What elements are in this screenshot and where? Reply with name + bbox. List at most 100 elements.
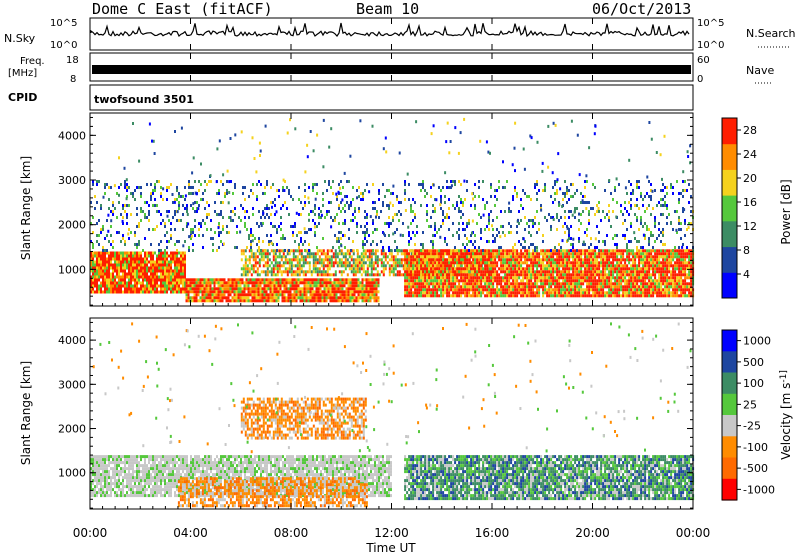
echo-cell	[265, 281, 268, 285]
echo-cell	[500, 252, 503, 256]
echo-cell	[538, 288, 541, 292]
echo-cell	[674, 270, 677, 274]
echo-cell	[285, 299, 288, 303]
echo-cell	[142, 263, 144, 267]
echo-cell	[620, 249, 623, 253]
echo-cell	[293, 293, 296, 297]
echo-cell	[608, 282, 611, 286]
echo-cell	[542, 294, 545, 298]
echo-cell	[472, 270, 475, 274]
echo-cell	[178, 192, 180, 195]
echo-cell	[339, 278, 342, 282]
echo-cell	[334, 219, 336, 222]
echo-cell	[349, 284, 352, 288]
echo-cell	[213, 284, 216, 288]
echo-cell	[325, 287, 328, 291]
echo-cell	[500, 288, 503, 292]
echo-cell	[612, 249, 615, 253]
echo-cell	[371, 290, 374, 294]
echo-cell	[524, 291, 527, 295]
echo-cell	[390, 258, 393, 262]
nsky-label: N.Sky	[4, 32, 36, 45]
echo-cell	[670, 258, 673, 262]
echo-cell	[378, 258, 381, 262]
echo-cell	[146, 272, 148, 276]
echo-cell	[197, 284, 200, 288]
echo-cell	[132, 272, 134, 276]
echo-cell	[280, 222, 282, 225]
echo-cell	[278, 249, 281, 253]
echo-cell	[186, 225, 188, 228]
echo-cell	[440, 252, 443, 256]
echo-cell	[282, 189, 284, 192]
echo-cell	[628, 261, 631, 265]
echo-cell	[516, 276, 519, 280]
echo-cell	[536, 288, 539, 292]
echo-cell	[444, 258, 447, 262]
echo-cell	[250, 264, 253, 268]
echo-cell	[160, 272, 162, 276]
echo-cell	[554, 270, 557, 274]
echo-cell	[316, 225, 318, 228]
echo-cell	[510, 264, 513, 268]
echo-cell	[172, 290, 174, 294]
echo-cell	[293, 278, 296, 282]
echo-cell	[592, 255, 595, 259]
echo-cell	[210, 180, 212, 183]
echo-cell	[500, 261, 503, 265]
echo-cell	[690, 279, 693, 283]
echo-cell	[312, 210, 314, 213]
echo-cell	[560, 285, 563, 289]
echo-cell	[148, 290, 150, 294]
echo-cell	[253, 296, 256, 300]
echo-cell	[263, 296, 266, 300]
echo-cell	[588, 270, 591, 274]
echo-cell	[104, 287, 106, 291]
echo-cell	[278, 255, 281, 259]
echo-cell	[582, 249, 585, 253]
echo-cell	[638, 267, 641, 271]
echo-cell	[233, 281, 236, 285]
echo-cell	[264, 192, 266, 195]
echo-cell	[198, 228, 200, 231]
echo-cell	[275, 290, 278, 294]
echo-cell	[490, 264, 493, 268]
echo-cell	[438, 249, 441, 253]
echo-cell	[448, 252, 451, 256]
echo-cell	[140, 284, 142, 288]
echo-cell	[252, 264, 255, 268]
echo-cell	[426, 291, 429, 295]
echo-cell	[191, 299, 194, 303]
echo-cell	[494, 258, 497, 262]
echo-cell	[286, 252, 289, 256]
echo-cell	[596, 255, 599, 259]
echo-cell	[600, 285, 603, 289]
echo-cell	[276, 228, 278, 231]
echo-cell	[136, 272, 138, 276]
echo-cell	[166, 290, 168, 294]
echo-cell	[418, 264, 421, 268]
echo-cell	[356, 264, 359, 268]
echo-cell	[269, 281, 272, 285]
echo-cell	[482, 258, 485, 262]
echo-cell	[554, 267, 557, 271]
echo-cell	[428, 276, 431, 280]
echo-cell	[614, 249, 617, 253]
echo-cell	[518, 282, 521, 286]
echo-cell	[652, 285, 655, 289]
echo-cell	[343, 278, 346, 282]
echo-cell	[207, 284, 210, 288]
echo-cell	[189, 278, 192, 282]
echo-cell	[180, 266, 182, 270]
echo-cell	[160, 249, 162, 252]
echo-cell	[674, 291, 677, 295]
echo-cell	[496, 294, 499, 298]
echo-cell	[370, 261, 373, 265]
echo-cell	[488, 270, 491, 274]
echo-cell	[548, 252, 551, 256]
echo-cell	[472, 261, 475, 265]
echo-cell	[416, 276, 419, 280]
echo-cell	[148, 287, 150, 291]
echo-cell	[408, 282, 411, 286]
echo-cell	[180, 251, 182, 255]
